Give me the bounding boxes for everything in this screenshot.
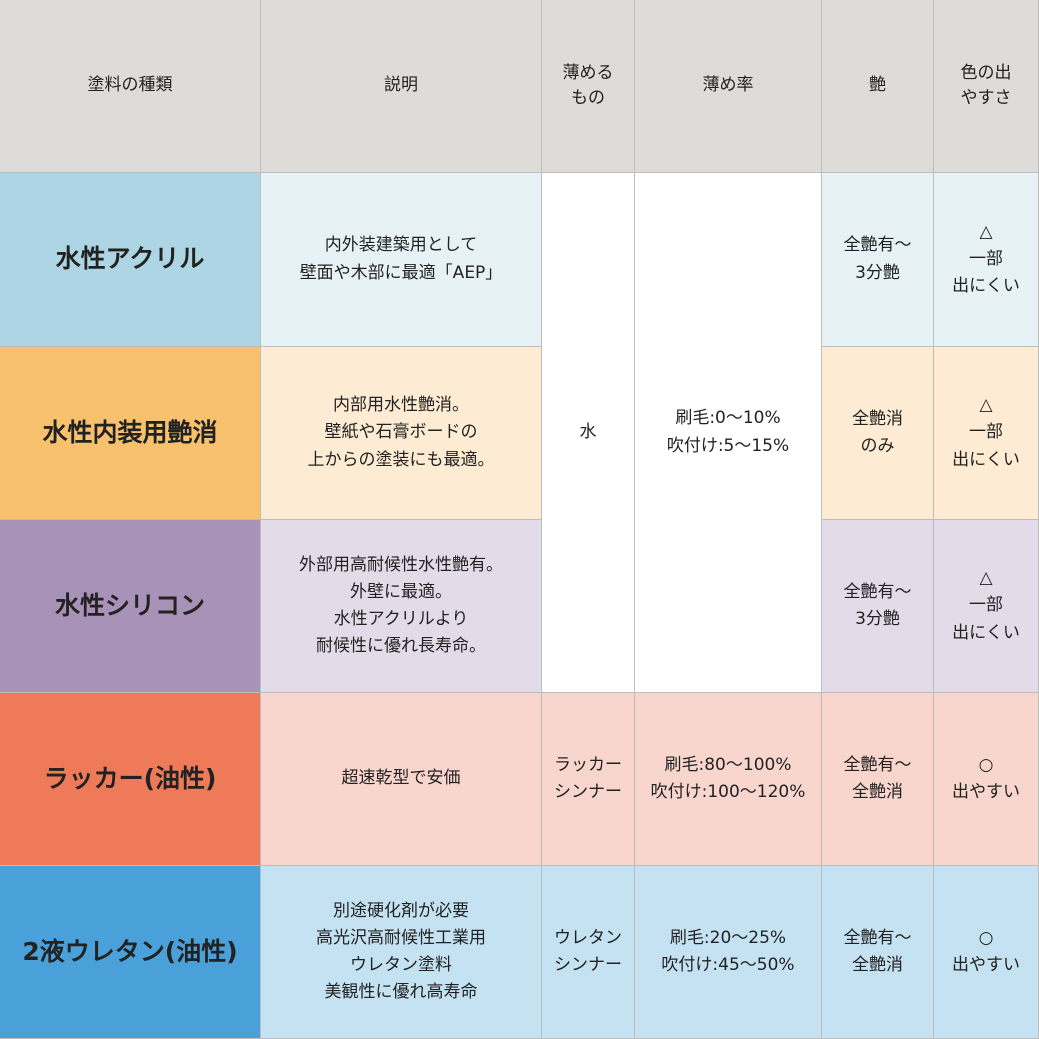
description-cell: 内部用水性艶消。 壁紙や石膏ボードの 上からの塗装にも最適。 — [261, 347, 542, 520]
color-ease-cell: ○ 出やすい — [934, 866, 1039, 1039]
paint-type-cell: 2液ウレタン(油性) — [0, 866, 261, 1039]
gloss-cell: 全艶有〜 全艶消 — [822, 866, 934, 1039]
header-type: 塗料の種類 — [0, 0, 261, 173]
paint-type-cell: 水性アクリル — [0, 173, 261, 347]
thinner-cell: ラッカー シンナー — [542, 693, 635, 866]
color-ease-cell: △ 一部 出にくい — [934, 173, 1039, 347]
paint-type-cell: ラッカー(油性) — [0, 693, 261, 866]
paint-type-cell: 水性内装用艶消 — [0, 347, 261, 520]
thinner-cell-merged: 水 — [542, 173, 635, 693]
ratio-cell: 刷毛:80〜100% 吹付け:100〜120% — [635, 693, 822, 866]
ratio-cell: 刷毛:20〜25% 吹付け:45〜50% — [635, 866, 822, 1039]
gloss-cell: 全艶消 のみ — [822, 347, 934, 520]
gloss-cell: 全艶有〜 全艶消 — [822, 693, 934, 866]
header-description: 説明 — [261, 0, 542, 173]
paint-type-cell: 水性シリコン — [0, 520, 261, 693]
header-thinner: 薄める もの — [542, 0, 635, 173]
header-gloss: 艶 — [822, 0, 934, 173]
color-ease-cell: △ 一部 出にくい — [934, 520, 1039, 693]
description-cell: 別途硬化剤が必要 高光沢高耐候性工業用 ウレタン塗料 美観性に優れ高寿命 — [261, 866, 542, 1039]
color-ease-cell: △ 一部 出にくい — [934, 347, 1039, 520]
description-cell: 超速乾型で安価 — [261, 693, 542, 866]
header-ratio: 薄め率 — [635, 0, 822, 173]
gloss-cell: 全艶有〜 3分艶 — [822, 520, 934, 693]
color-ease-cell: ○ 出やすい — [934, 693, 1039, 866]
header-color: 色の出 やすさ — [934, 0, 1039, 173]
description-cell: 外部用高耐候性水性艶有。 外壁に最適。 水性アクリルより 耐候性に優れ長寿命。 — [261, 520, 542, 693]
ratio-cell-merged: 刷毛:0〜10% 吹付け:5〜15% — [635, 173, 822, 693]
description-cell: 内外装建築用として 壁面や木部に最適「AEP」 — [261, 173, 542, 347]
gloss-cell: 全艶有〜 3分艶 — [822, 173, 934, 347]
thinner-cell: ウレタン シンナー — [542, 866, 635, 1039]
